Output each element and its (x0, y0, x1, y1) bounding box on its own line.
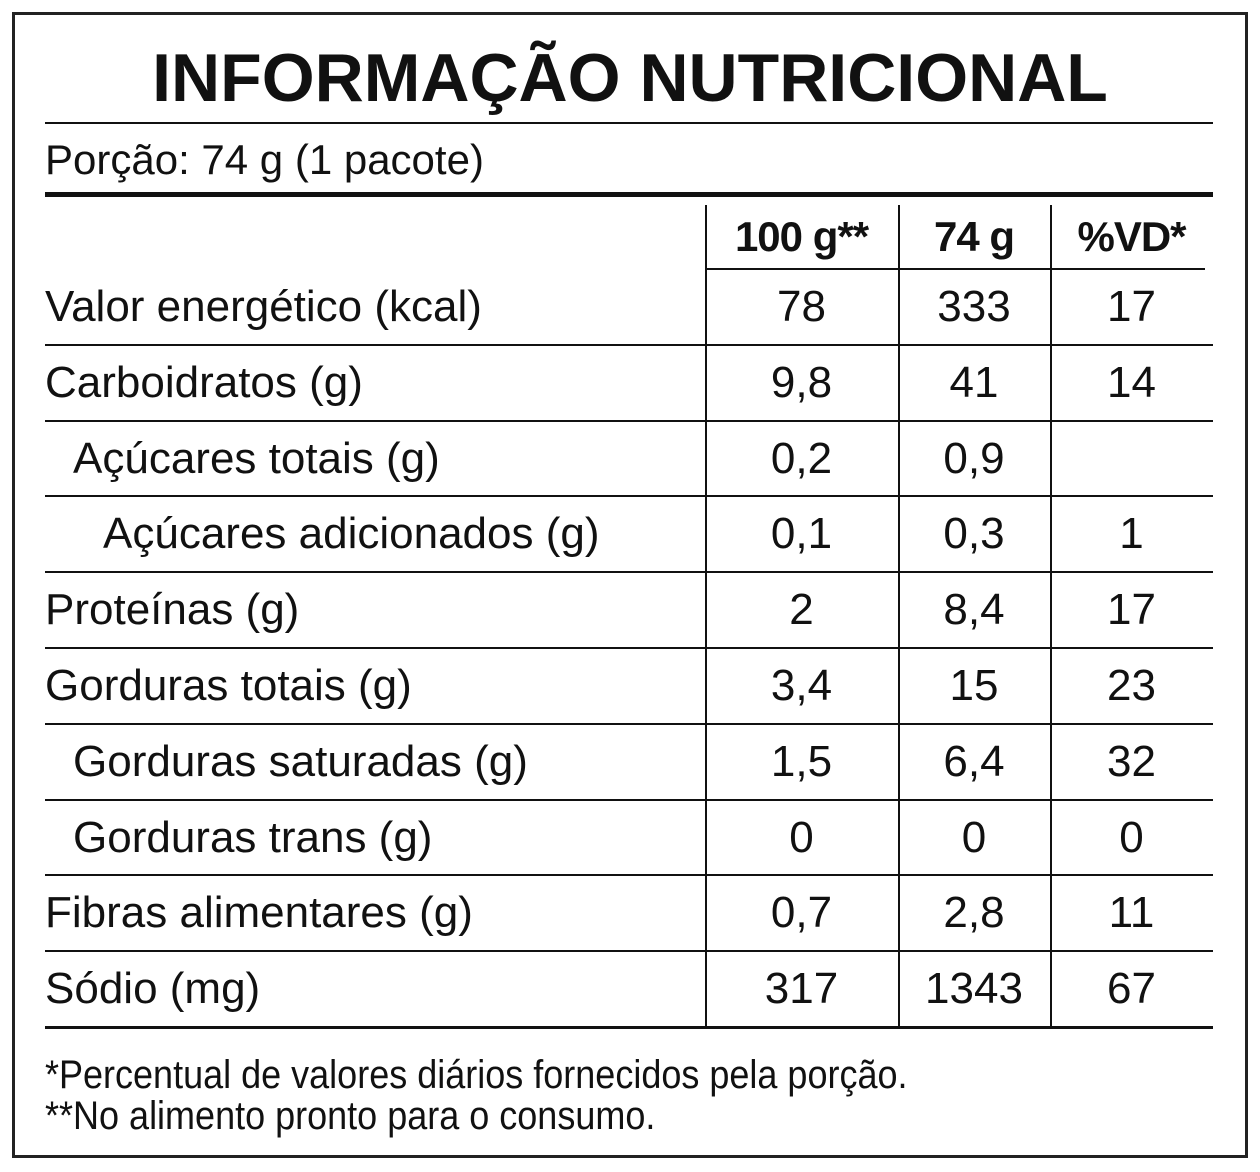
cell-value: 11 (1108, 888, 1155, 938)
row-label: Sódio (mg) (45, 964, 261, 1014)
cell-value: 333 (937, 282, 1011, 331)
cell-value: 0 (1119, 812, 1144, 862)
cell-value: 0 (789, 812, 814, 862)
cell-value: 317 (764, 964, 839, 1014)
rule (45, 1026, 1213, 1029)
rule (45, 192, 1213, 197)
column-header: 100 g** (734, 213, 869, 260)
rule (45, 950, 1213, 953)
cell-value: 2 (789, 585, 814, 635)
footnote: **No alimento pronto para o consumo. (45, 1094, 656, 1138)
row-label: Fibras alimentares (g) (45, 888, 473, 938)
column-header: 74 g (933, 213, 1015, 260)
row-label: Gorduras trans (g) (73, 812, 433, 862)
rule (45, 122, 1213, 124)
row-label: Carboidratos (g) (45, 357, 363, 407)
rule (45, 495, 1213, 498)
rule (45, 722, 1213, 725)
cell-value: 67 (1107, 964, 1156, 1014)
cell-value: 1 (1119, 509, 1144, 559)
cell-value: 6,4 (943, 736, 1005, 786)
serving: Porção: 74 g (1 pacote) (45, 136, 484, 183)
row-label: Gorduras saturadas (g) (73, 736, 528, 786)
cell-value: 0,7 (770, 888, 833, 938)
rule (45, 798, 1213, 801)
cell-value: 78 (777, 282, 826, 331)
cell-value: 9,8 (770, 357, 833, 407)
column-header: %VD* (1077, 213, 1186, 260)
footnote: *Percentual de valores diários fornecido… (45, 1053, 908, 1097)
column-divider (705, 205, 707, 1027)
cell-value: 0 (961, 812, 987, 862)
cell-value: 14 (1107, 357, 1156, 407)
row-label: Açúcares totais (g) (73, 433, 440, 483)
cell-value: 0,2 (770, 433, 833, 483)
rule (705, 268, 1205, 270)
cell-value: 23 (1107, 661, 1156, 710)
rule (45, 571, 1213, 574)
cell-value: 17 (1107, 282, 1156, 331)
title: INFORMAÇÃO NUTRICIONAL (152, 40, 1108, 116)
column-divider (898, 205, 900, 1027)
row-label: Açúcares adicionados (g) (103, 509, 600, 559)
cell-value: 0,3 (943, 509, 1005, 559)
row-label: Gorduras totais (g) (45, 661, 412, 710)
cell-value: 3,4 (770, 661, 833, 710)
cell-value: 1,5 (770, 736, 833, 786)
column-divider (1050, 205, 1052, 1027)
cell-value: 8,4 (943, 585, 1005, 635)
rule (45, 874, 1213, 877)
cell-value: 15 (949, 661, 999, 710)
cell-value: 1343 (925, 964, 1023, 1014)
row-label: Valor energético (kcal) (45, 282, 482, 331)
rule (45, 419, 1213, 422)
cell-value: 0,9 (943, 433, 1005, 483)
rule (45, 647, 1213, 649)
label-border (12, 12, 1248, 1158)
rule (45, 343, 1213, 346)
cell-value: 0,1 (770, 509, 833, 559)
cell-value: 2,8 (943, 888, 1005, 938)
cell-value: 17 (1107, 585, 1156, 635)
cell-value: 41 (949, 357, 999, 407)
row-label: Proteínas (g) (45, 585, 300, 635)
cell-value: 32 (1107, 736, 1156, 786)
